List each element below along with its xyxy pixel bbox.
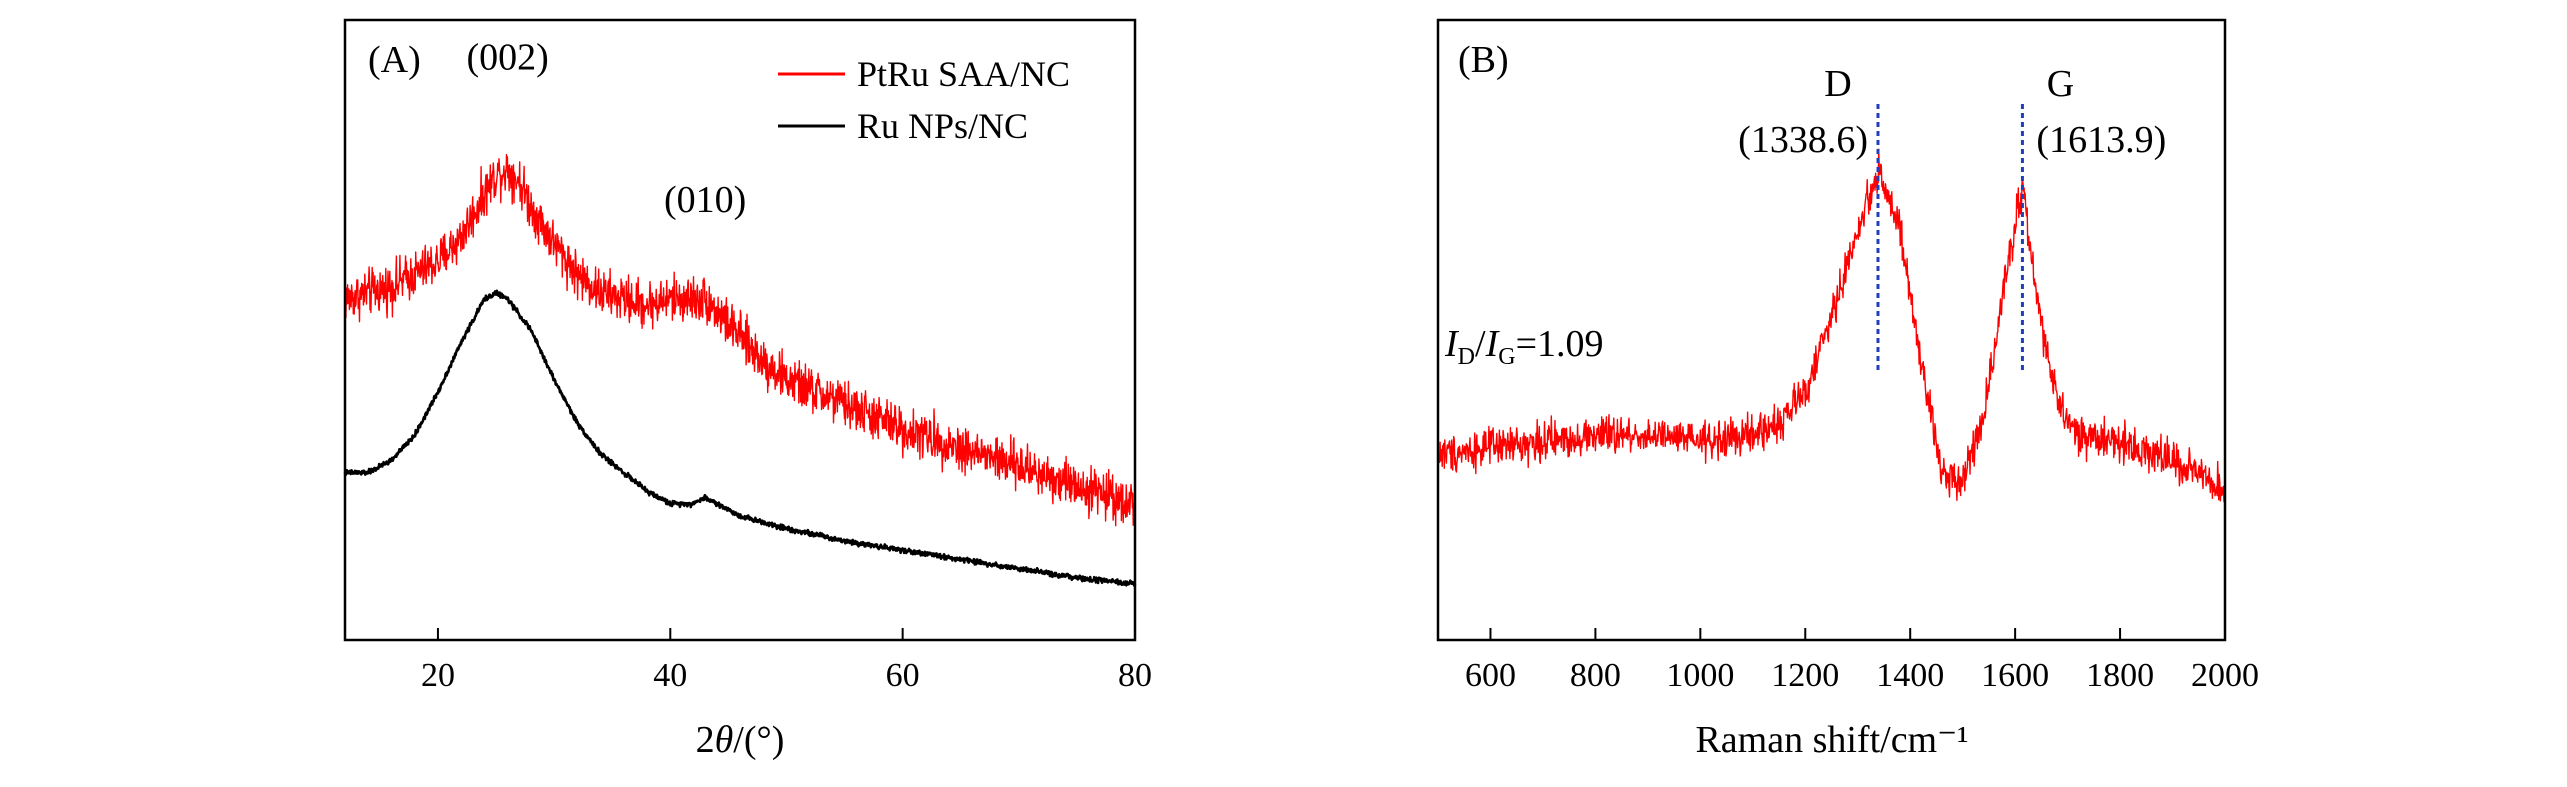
raman-x-tick-label: 1800	[2086, 657, 2154, 694]
xrd-x-tick-label: 20	[421, 657, 455, 694]
xrd-x-ticks: 20 40 60 80	[421, 628, 1152, 694]
ratio-i2: I	[1485, 323, 1501, 365]
peak-label: G	[2047, 63, 2074, 105]
raman-x-tick-label: 2000	[2191, 657, 2259, 694]
xrd-x-tick-label: 80	[1118, 657, 1152, 694]
xrd-x-axis-title-unit: /(°)	[733, 719, 784, 761]
raman-x-ticks: 600 800 1000 1200 1400 1600 1800 2000	[1465, 628, 2259, 694]
xrd-panel-label: (A)	[368, 39, 421, 81]
xrd-peak-annotations: (002) (010)	[466, 37, 746, 222]
xrd-legend: PtRu SAA/NC Ru NPs/NC	[778, 54, 1070, 146]
peak-position-label: (1338.6)	[1738, 119, 1868, 161]
xrd-x-tick-label: 60	[886, 657, 920, 694]
xrd-peak-annotation: (010)	[664, 179, 746, 221]
raman-x-tick-label: 1600	[1981, 657, 2049, 694]
peak-label: D	[1824, 63, 1851, 105]
raman-panel: D (1338.6) G (1613.9) 600 800 1000 1200 1400 160…	[1436, 18, 2259, 761]
xrd-x-axis-title: 2θ/(°)	[696, 719, 785, 761]
raman-x-tick-label: 800	[1570, 657, 1621, 694]
ratio-sub-d: D	[1458, 344, 1475, 370]
raman-x-tick-label: 1000	[1666, 657, 1734, 694]
xrd-series-layer	[343, 153, 1137, 588]
xrd-panel: 20 40 60 80 (A) (002) (010) PtRu SAA/NC Ru NP…	[343, 18, 1152, 761]
peak-position-label: (1613.9)	[2036, 119, 2166, 161]
ratio-i1: I	[1444, 323, 1460, 365]
raman-peak-markers: D (1338.6) G (1613.9)	[1738, 63, 2166, 370]
raman-panel-label: (B)	[1458, 39, 1509, 81]
intensity-ratio-annotation: ID/IG=1.09	[1444, 323, 1604, 370]
legend-label: Ru NPs/NC	[857, 106, 1028, 146]
xrd-plot-frame	[343, 18, 1137, 642]
raman-x-tick-label: 1200	[1771, 657, 1839, 694]
legend-label: PtRu SAA/NC	[857, 54, 1070, 94]
raman-x-axis-title: Raman shift/cm⁻¹	[1695, 719, 1968, 761]
raman-series-layer	[1437, 148, 2226, 503]
raman-series-1	[1437, 148, 2226, 503]
xrd-peak-annotation: (002)	[466, 37, 548, 79]
ratio-sep: /	[1475, 323, 1486, 365]
raman-plot-frame	[1436, 18, 2227, 642]
xrd-x-axis-title-variable: θ	[715, 719, 734, 761]
ratio-value: =1.09	[1516, 323, 1604, 365]
xrd-x-tick-label: 40	[653, 657, 687, 694]
xrd-x-axis-title-prefix: 2	[696, 719, 715, 761]
raman-x-tick-label: 1400	[1876, 657, 1944, 694]
xrd-series-2	[343, 289, 1137, 588]
ratio-sub-g: G	[1498, 344, 1515, 370]
xrd-series-1	[344, 153, 1136, 527]
raman-x-tick-label: 600	[1465, 657, 1516, 694]
